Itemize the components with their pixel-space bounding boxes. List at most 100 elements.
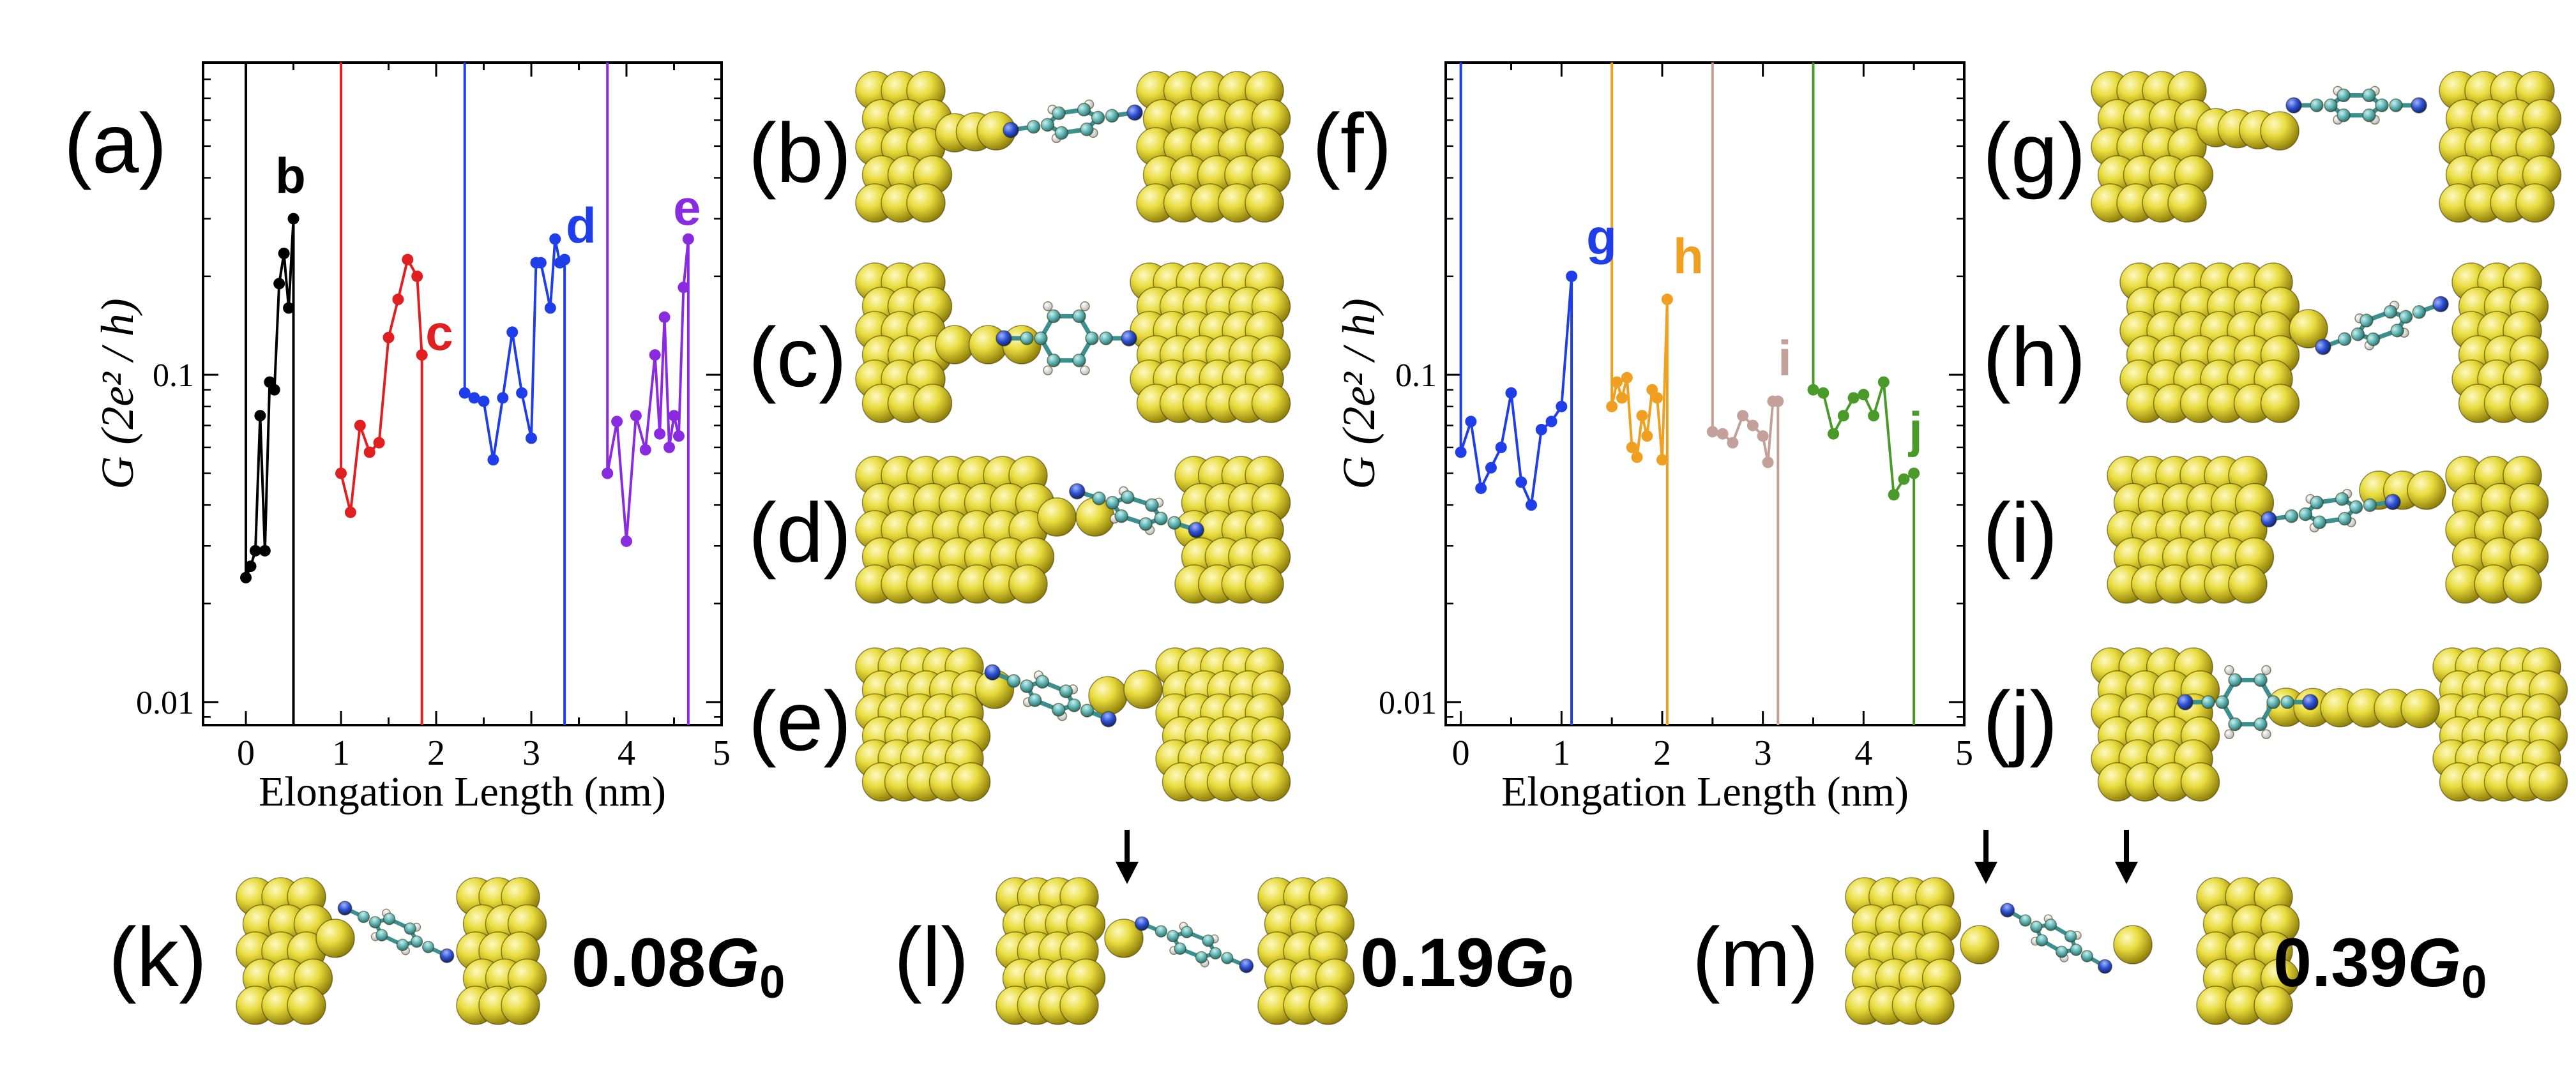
carbon-atom xyxy=(1072,353,1086,368)
carbon-atom xyxy=(1026,119,1041,134)
series-d-point xyxy=(544,302,556,314)
x-tick-label: 3 xyxy=(522,733,540,773)
nitrogen-atom xyxy=(2384,493,2401,511)
nitrogen-atom xyxy=(2432,296,2449,313)
carbon-atom xyxy=(2298,507,2313,521)
carbon-atom xyxy=(1099,331,1113,345)
gold-electrode-left xyxy=(236,877,333,1025)
series-c xyxy=(335,63,428,725)
gold-atom xyxy=(1245,564,1284,604)
snapshot-h xyxy=(2119,262,2549,423)
series-i-point xyxy=(1716,428,1729,440)
gold-atom xyxy=(1960,925,1999,964)
series-h-point xyxy=(1636,410,1648,422)
carbon-atom xyxy=(2070,943,2082,956)
series-i xyxy=(1706,63,1784,725)
carbon-atom xyxy=(2363,498,2377,513)
carbon-atom xyxy=(1167,516,1181,530)
nitrogen-atom xyxy=(2411,97,2427,114)
series-b-point xyxy=(254,410,266,422)
gold-atom xyxy=(2167,183,2207,223)
series-h-point xyxy=(1621,371,1633,384)
series-d-point xyxy=(458,387,471,399)
gold-atom xyxy=(2180,762,2220,802)
series-e xyxy=(602,63,694,725)
snapshot-e xyxy=(855,647,1291,802)
series-j xyxy=(1807,63,1920,725)
gold-electrode-right xyxy=(1155,647,1291,802)
conductance-m: 0.39G0 xyxy=(2273,924,2487,1008)
carbon-atom xyxy=(2349,500,2363,514)
nitrogen-atom xyxy=(2302,694,2319,710)
carbon-atom xyxy=(2228,717,2242,732)
carbon-atom xyxy=(1085,331,1099,345)
series-i-point xyxy=(1762,456,1774,469)
gold-chain xyxy=(2113,925,2153,964)
series-c-point xyxy=(411,270,423,282)
series-c-line xyxy=(340,256,423,513)
snapshot-g xyxy=(2091,71,2562,223)
series-j-point xyxy=(1858,389,1870,401)
gold-atom xyxy=(1104,919,1144,958)
series-j-point xyxy=(1877,376,1890,388)
panel-label-b: (b) xyxy=(748,106,851,200)
carbon-atom xyxy=(421,940,435,954)
carbon-atom xyxy=(2324,98,2338,112)
carbon-atom xyxy=(1072,309,1086,324)
series-c-point xyxy=(416,349,428,361)
gold-electrode-left xyxy=(855,71,953,223)
nitrogen-atom xyxy=(2097,959,2112,974)
gold-atom xyxy=(906,183,946,223)
gold-electrode-right xyxy=(1136,71,1291,223)
series-e-line xyxy=(606,239,690,542)
series-g-point xyxy=(1505,387,1517,399)
series-label-c: c xyxy=(425,304,453,361)
chart-a: 0 1 2 3 4 5 0.01 0.1 b c d e Elongation Length (nm… xyxy=(92,61,731,815)
carbon-atom xyxy=(2055,945,2068,958)
x-tick-label: 2 xyxy=(427,733,445,773)
series-c-point xyxy=(402,253,414,266)
gold-atom xyxy=(1245,183,1284,223)
series-d-point xyxy=(534,257,547,269)
y-tick-label: 0.01 xyxy=(136,685,194,721)
series-i-point xyxy=(1757,430,1769,442)
gold-atom xyxy=(1008,564,1048,604)
carbon-atom xyxy=(2201,695,2215,709)
carbon-atom xyxy=(2383,304,2398,319)
carbon-atom xyxy=(1020,331,1034,345)
series-j-point xyxy=(1898,473,1910,485)
series-e-point xyxy=(611,416,623,428)
series-d-point xyxy=(506,326,519,338)
panel-label-k: (k) xyxy=(109,910,207,1004)
gold-atom xyxy=(2400,689,2440,728)
gold-atom xyxy=(951,762,991,802)
carbon-atom xyxy=(1059,684,1073,698)
carbon-atom xyxy=(2266,695,2280,709)
carbon-atom xyxy=(1154,511,1168,526)
series-b-point xyxy=(259,544,271,557)
carbon-atom xyxy=(1020,679,1034,693)
carbon-atom xyxy=(2284,509,2299,523)
x-tick-label: 1 xyxy=(1552,733,1570,773)
series-b-point xyxy=(249,544,261,557)
carbon-atom xyxy=(1051,703,1066,717)
series-j-point xyxy=(1817,387,1830,399)
series-j-point xyxy=(1828,428,1840,440)
gold-atom xyxy=(1037,497,1077,537)
carbon-atom xyxy=(1202,934,1215,947)
panel-label-d: (d) xyxy=(748,486,851,580)
series-e-point xyxy=(658,311,671,323)
series-b-line xyxy=(245,218,295,578)
chart-a-series-labels: b c d e xyxy=(275,147,701,361)
series-h-point xyxy=(1651,392,1663,404)
gold-chain xyxy=(2289,309,2328,349)
carbon-atom xyxy=(1080,122,1094,137)
carbon-atom xyxy=(2351,327,2365,341)
molecule xyxy=(1003,99,1143,144)
carbon-atom xyxy=(1114,509,1128,523)
panel-label-l: (l) xyxy=(894,910,969,1004)
gold-atom xyxy=(2113,925,2153,964)
nitrogen-atom xyxy=(1126,104,1143,121)
gold-electrode-right xyxy=(1174,456,1291,604)
snapshot-m xyxy=(1845,877,2300,1025)
